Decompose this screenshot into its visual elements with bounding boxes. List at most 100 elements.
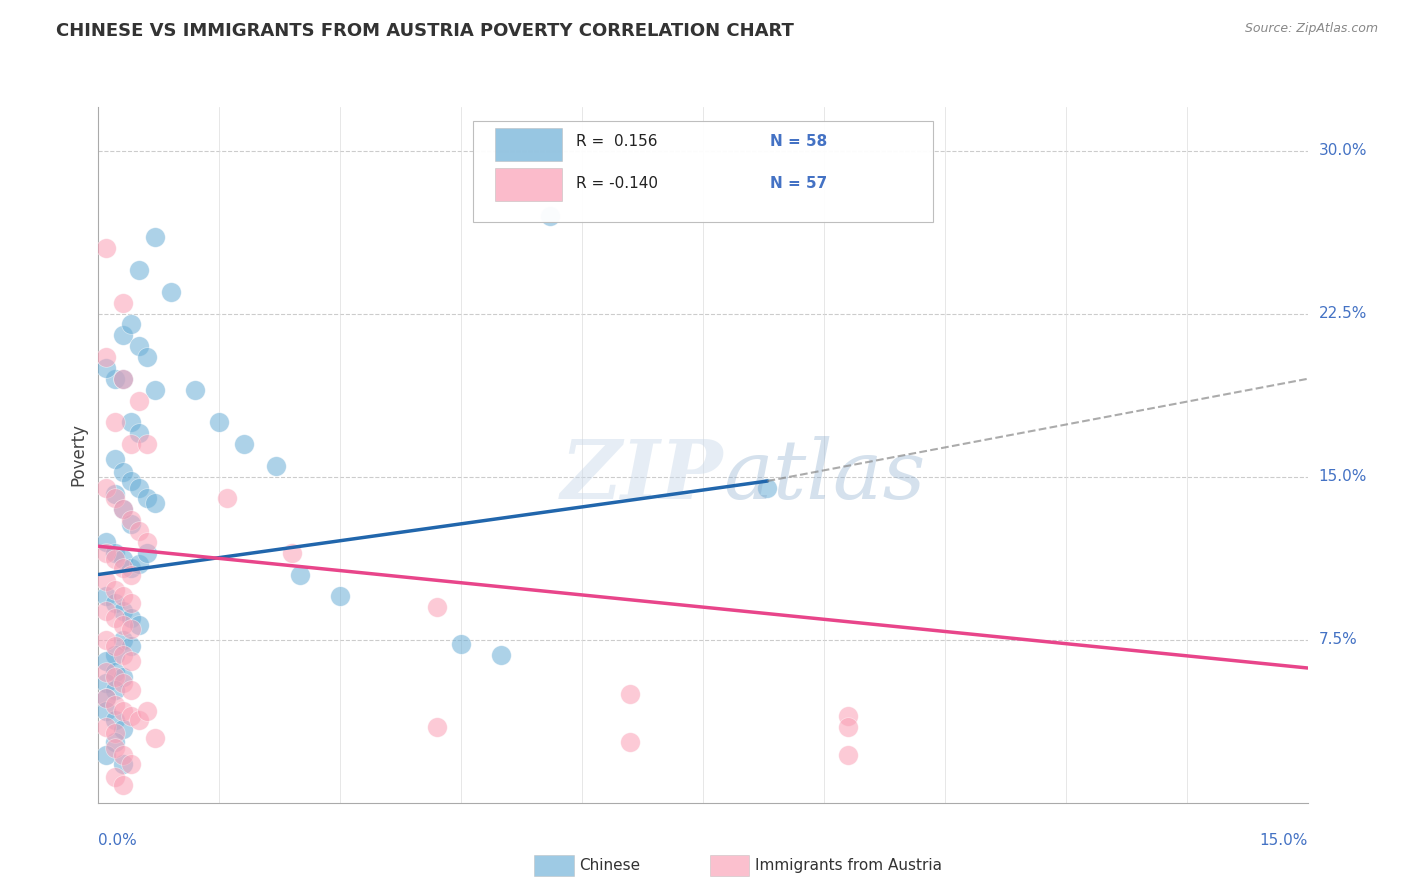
Point <box>103 596 125 610</box>
Point <box>103 452 125 467</box>
Point <box>837 720 859 734</box>
Point <box>120 756 142 771</box>
Point <box>120 474 142 488</box>
Point <box>103 491 125 506</box>
Point <box>111 552 134 566</box>
Point <box>96 691 118 706</box>
Point <box>426 720 449 734</box>
Y-axis label: Poverty: Poverty <box>69 424 87 486</box>
Point <box>120 708 142 723</box>
Point <box>128 393 150 408</box>
Point <box>96 481 118 495</box>
Point <box>120 517 142 532</box>
Point <box>111 328 134 343</box>
Point <box>232 437 254 451</box>
Point <box>96 632 118 647</box>
Point <box>837 708 859 723</box>
Text: R =  0.156: R = 0.156 <box>576 135 658 149</box>
Point <box>128 426 150 441</box>
Point <box>120 611 142 625</box>
Text: N = 58: N = 58 <box>769 135 827 149</box>
FancyBboxPatch shape <box>474 121 932 222</box>
Point <box>103 552 125 566</box>
Point <box>103 682 125 697</box>
Point <box>96 691 118 706</box>
Point <box>619 687 641 701</box>
Point <box>143 496 166 510</box>
Text: Source: ZipAtlas.com: Source: ZipAtlas.com <box>1244 22 1378 36</box>
Text: N = 57: N = 57 <box>769 176 827 191</box>
Point <box>103 726 125 740</box>
Text: Immigrants from Austria: Immigrants from Austria <box>755 858 942 872</box>
Point <box>103 741 125 756</box>
Point <box>111 605 134 619</box>
Text: Chinese: Chinese <box>579 858 640 872</box>
Point <box>96 747 118 762</box>
Point <box>120 318 142 332</box>
Point <box>619 735 641 749</box>
Point <box>103 665 125 680</box>
Point <box>111 722 134 736</box>
Point <box>128 263 150 277</box>
Point <box>103 639 125 653</box>
Point <box>103 372 125 386</box>
Point <box>120 639 142 653</box>
Text: 15.0%: 15.0% <box>1319 469 1367 484</box>
Point <box>160 285 183 299</box>
Point <box>120 655 142 669</box>
Point <box>135 350 157 364</box>
Point <box>103 713 125 727</box>
Text: 15.0%: 15.0% <box>1260 833 1308 848</box>
Point <box>111 747 134 762</box>
Point <box>96 720 118 734</box>
Point <box>103 487 125 501</box>
Point <box>329 589 352 603</box>
Point <box>135 491 157 506</box>
Point <box>120 561 142 575</box>
Point <box>103 648 125 662</box>
Point <box>96 665 118 680</box>
Point <box>120 682 142 697</box>
Point <box>143 731 166 745</box>
Point <box>103 698 125 712</box>
Point <box>96 535 118 549</box>
Point <box>111 756 134 771</box>
Point <box>120 596 142 610</box>
Point <box>111 295 134 310</box>
Point <box>143 383 166 397</box>
Point <box>128 713 150 727</box>
Point <box>103 735 125 749</box>
Point <box>103 611 125 625</box>
Point <box>111 502 134 516</box>
Point <box>426 600 449 615</box>
Text: 7.5%: 7.5% <box>1319 632 1357 648</box>
Text: R = -0.140: R = -0.140 <box>576 176 658 191</box>
Point <box>120 567 142 582</box>
Point <box>128 481 150 495</box>
Point <box>96 574 118 588</box>
Point <box>120 513 142 527</box>
Text: atlas: atlas <box>723 436 925 516</box>
Point <box>281 546 304 560</box>
FancyBboxPatch shape <box>495 168 561 201</box>
Point <box>120 622 142 636</box>
Point <box>143 230 166 244</box>
Point <box>288 567 311 582</box>
Point <box>96 605 118 619</box>
Point <box>135 437 157 451</box>
Point <box>538 209 561 223</box>
Text: CHINESE VS IMMIGRANTS FROM AUSTRIA POVERTY CORRELATION CHART: CHINESE VS IMMIGRANTS FROM AUSTRIA POVER… <box>56 22 794 40</box>
Point <box>111 632 134 647</box>
Point <box>120 437 142 451</box>
Point <box>450 637 472 651</box>
Point <box>756 481 779 495</box>
Point <box>103 415 125 429</box>
Point <box>96 589 118 603</box>
Point <box>111 372 134 386</box>
Text: 22.5%: 22.5% <box>1319 306 1367 321</box>
Text: ZIP: ZIP <box>561 436 724 516</box>
Point <box>217 491 239 506</box>
Point <box>111 589 134 603</box>
Point <box>96 655 118 669</box>
Point <box>111 648 134 662</box>
